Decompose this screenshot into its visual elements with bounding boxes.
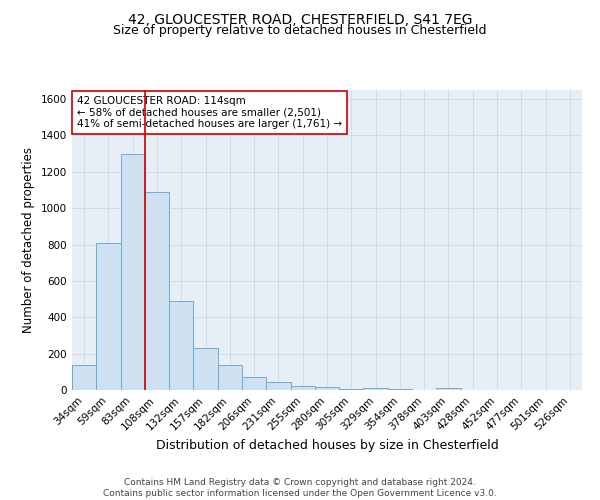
Text: 42, GLOUCESTER ROAD, CHESTERFIELD, S41 7EG: 42, GLOUCESTER ROAD, CHESTERFIELD, S41 7… <box>128 12 472 26</box>
Bar <box>315 388 339 390</box>
Bar <box>436 388 461 390</box>
Bar <box>242 378 266 390</box>
Bar <box>121 154 145 390</box>
Bar <box>169 301 193 390</box>
Text: Contains HM Land Registry data © Crown copyright and database right 2024.
Contai: Contains HM Land Registry data © Crown c… <box>103 478 497 498</box>
Y-axis label: Number of detached properties: Number of detached properties <box>22 147 35 333</box>
Bar <box>364 388 388 390</box>
Bar <box>339 388 364 390</box>
Bar <box>72 364 96 390</box>
Bar <box>96 242 121 390</box>
X-axis label: Distribution of detached houses by size in Chesterfield: Distribution of detached houses by size … <box>155 438 499 452</box>
Text: 42 GLOUCESTER ROAD: 114sqm
← 58% of detached houses are smaller (2,501)
41% of s: 42 GLOUCESTER ROAD: 114sqm ← 58% of deta… <box>77 96 342 129</box>
Bar <box>218 366 242 390</box>
Bar <box>290 386 315 390</box>
Text: Size of property relative to detached houses in Chesterfield: Size of property relative to detached ho… <box>113 24 487 37</box>
Bar <box>145 192 169 390</box>
Bar <box>266 382 290 390</box>
Bar <box>193 348 218 390</box>
